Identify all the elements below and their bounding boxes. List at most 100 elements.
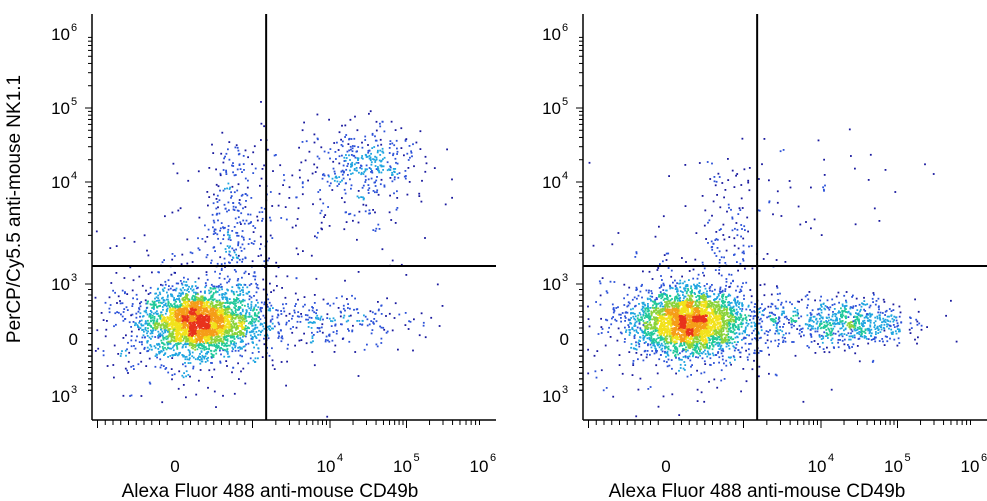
- event-dot: [200, 338, 203, 341]
- event-dot: [276, 309, 279, 312]
- event-dot: [235, 311, 237, 314]
- event-dot: [251, 320, 254, 323]
- event-dot: [190, 312, 193, 314]
- event-dot: [150, 316, 152, 319]
- event-dot: [238, 331, 241, 333]
- event-dot: [194, 291, 197, 294]
- event-dot: [259, 323, 262, 326]
- event-dot: [168, 316, 171, 319]
- event-dot: [189, 336, 191, 339]
- event-dot: [221, 344, 223, 346]
- event-dot: [241, 235, 243, 238]
- event-dot: [212, 219, 215, 222]
- event-dot: [184, 331, 187, 333]
- event-dot: [222, 161, 225, 164]
- event-dot: [252, 336, 254, 339]
- event-dot: [232, 208, 235, 211]
- event-dot: [715, 334, 718, 337]
- event-dot: [125, 354, 127, 357]
- event-dot: [150, 345, 153, 348]
- event-dot: [152, 303, 155, 306]
- y-tick-label: 10: [51, 25, 70, 44]
- event-dot: [357, 162, 360, 164]
- event-dot: [185, 293, 187, 295]
- event-dot: [176, 327, 179, 330]
- event-dot: [195, 306, 198, 309]
- event-dot: [224, 262, 226, 265]
- event-dot: [176, 331, 179, 334]
- event-dot: [642, 310, 644, 312]
- event-dot: [165, 335, 168, 338]
- event-dot: [194, 358, 197, 361]
- event-dot: [147, 350, 150, 352]
- event-dot: [108, 296, 111, 299]
- event-dot: [235, 305, 237, 307]
- event-dot: [342, 307, 345, 310]
- event-dot: [344, 309, 346, 312]
- event-dot: [258, 316, 260, 319]
- event-dot: [154, 300, 156, 303]
- event-dot: [176, 320, 179, 322]
- event-dot: [163, 316, 165, 318]
- event-dot: [228, 355, 231, 358]
- event-dot: [253, 307, 256, 310]
- event-dot: [165, 322, 167, 324]
- event-dot: [421, 179, 423, 182]
- event-dot: [156, 306, 158, 308]
- event-dot: [256, 326, 259, 329]
- event-dot: [208, 369, 211, 372]
- event-dot: [206, 254, 209, 256]
- x-tick-label: 10: [470, 457, 489, 476]
- event-dot: [225, 298, 227, 300]
- event-dot: [121, 315, 124, 318]
- event-dot: [215, 346, 217, 349]
- event-dot: [674, 310, 676, 312]
- event-dot: [244, 325, 247, 327]
- event-dot: [207, 204, 209, 207]
- event-dot: [286, 347, 289, 350]
- event-dot: [152, 322, 155, 325]
- event-dot: [319, 189, 321, 191]
- event-dot: [690, 287, 692, 290]
- event-dot: [160, 311, 163, 314]
- event-dot: [375, 168, 378, 170]
- event-dot: [163, 320, 166, 322]
- event-dot: [214, 327, 217, 330]
- event-dot: [213, 390, 216, 393]
- event-dot: [152, 312, 155, 315]
- event-dot: [179, 288, 182, 291]
- event-dot: [245, 309, 248, 312]
- event-dot: [226, 187, 228, 190]
- event-dot: [242, 219, 245, 222]
- event-dot: [380, 159, 383, 162]
- event-dot: [222, 394, 224, 397]
- event-dot: [316, 327, 319, 329]
- event-dot: [226, 307, 229, 310]
- event-dot: [391, 329, 394, 332]
- event-dot: [235, 206, 237, 209]
- event-dot: [679, 290, 682, 292]
- event-dot: [266, 326, 269, 329]
- event-dot: [192, 356, 195, 359]
- event-dot: [205, 307, 207, 310]
- event-dot: [249, 222, 252, 224]
- event-dot: [155, 300, 158, 302]
- event-dot: [188, 310, 191, 313]
- event-dot: [394, 129, 397, 131]
- event-dot: [199, 356, 201, 358]
- event-dot: [337, 149, 340, 151]
- event-dot: [165, 319, 168, 322]
- event-dot: [224, 343, 227, 346]
- event-dot: [214, 320, 217, 323]
- event-dot: [389, 177, 392, 179]
- event-dot: [190, 319, 193, 322]
- event-dot: [207, 304, 209, 307]
- event-dot: [211, 334, 214, 337]
- event-dot: [188, 285, 190, 288]
- event-dot: [174, 329, 177, 332]
- event-dot: [175, 328, 178, 331]
- event-dot: [207, 339, 210, 342]
- event-dot: [237, 242, 240, 245]
- event-dot: [197, 298, 200, 301]
- event-dot: [162, 342, 165, 345]
